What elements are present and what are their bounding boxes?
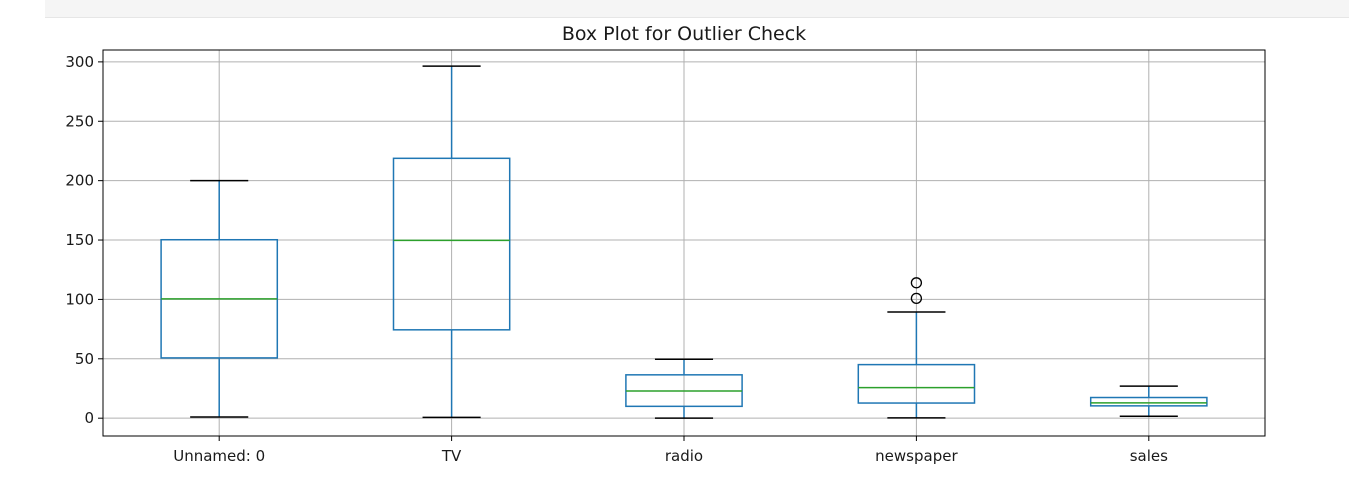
iqr-box	[857, 363, 976, 404]
y-tick-label: 0	[84, 409, 94, 427]
box-newspaper	[857, 277, 976, 419]
box-tv	[392, 65, 511, 419]
x-tick-label: Unnamed: 0	[173, 447, 265, 465]
outlier-point	[910, 292, 923, 304]
notebook-output-strip	[45, 0, 1349, 18]
x-tick-label: sales	[1130, 447, 1168, 465]
y-tick-label: 150	[65, 231, 94, 249]
box-sales	[1089, 385, 1208, 418]
y-tick-label: 200	[65, 172, 94, 190]
y-tick-label: 100	[65, 290, 94, 308]
x-tick-label: TV	[441, 447, 462, 465]
box-unnamed-0	[160, 179, 279, 418]
y-tick-label: 300	[65, 53, 94, 71]
x-tick-label: newspaper	[875, 447, 958, 465]
y-tick-label: 50	[75, 350, 94, 368]
iqr-box	[1089, 396, 1208, 407]
tick-layer: 0 50 100 150 200 250 300 Unnamed: 0 TV radio newsp…	[65, 53, 1168, 465]
chart-title: Box Plot for Outlier Check	[562, 23, 806, 45]
box-layer	[160, 65, 1208, 419]
iqr-box	[392, 157, 511, 331]
box-radio	[625, 358, 743, 419]
outlier-point	[910, 277, 923, 289]
y-tick-label: 250	[65, 112, 94, 130]
x-tick-label: radio	[665, 447, 703, 465]
